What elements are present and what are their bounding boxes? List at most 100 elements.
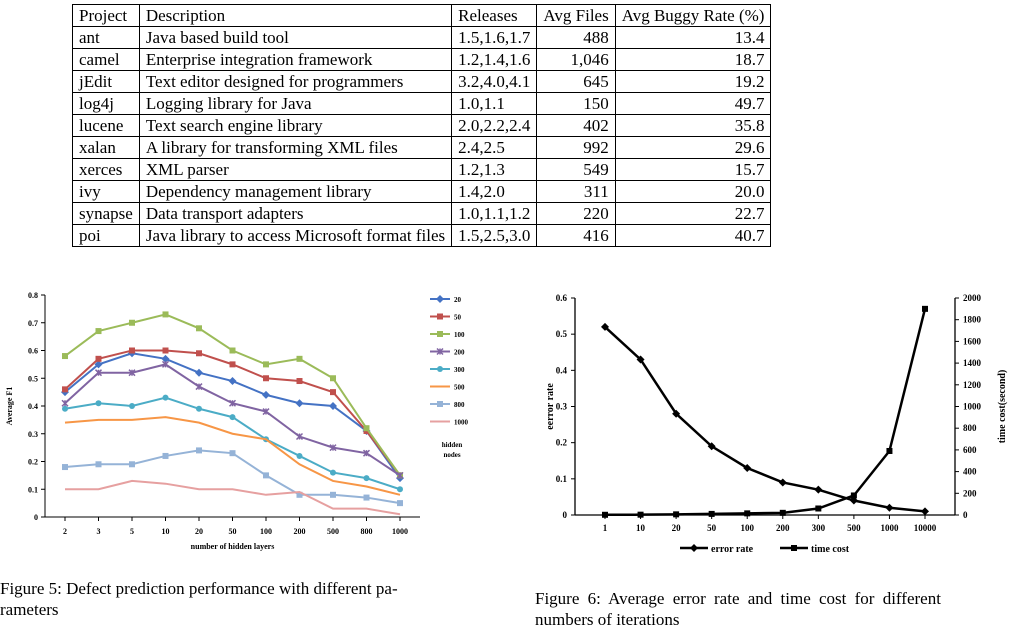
data-point <box>779 509 786 516</box>
cell-avg-files: 311 <box>536 180 616 203</box>
header-releases: Releases <box>451 4 538 27</box>
data-point <box>295 399 304 408</box>
cell-releases: 1.2,1.3 <box>451 158 538 181</box>
series-50 <box>62 347 403 479</box>
y2-tick-label: 1000 <box>963 402 982 412</box>
data-point <box>778 478 787 487</box>
cell-avg-files: 402 <box>536 114 616 137</box>
data-point <box>330 375 336 382</box>
x-tick-label: 1000 <box>392 527 408 536</box>
cell-description: Text search engine library <box>138 114 453 137</box>
y-tick-label: 0.5 <box>28 374 38 383</box>
data-point <box>329 444 337 452</box>
y-tick-label: 0.8 <box>28 291 38 300</box>
data-point <box>95 328 102 335</box>
data-point <box>363 475 370 482</box>
series-line-1000 <box>65 479 401 516</box>
data-point <box>636 355 645 364</box>
cell-releases: 3.2,4.0,4.1 <box>451 70 538 93</box>
series-error-rate <box>601 322 929 516</box>
y2-tick-label: 1600 <box>963 336 982 346</box>
x-tick-label: 50 <box>707 523 717 533</box>
data-point <box>62 405 68 412</box>
legend-marker <box>690 544 698 552</box>
x-tick-label: 1 <box>603 523 608 533</box>
legend-marker <box>436 347 444 356</box>
series-line-time-cost <box>604 308 927 517</box>
data-point <box>602 511 608 518</box>
series-line-50 <box>64 349 401 476</box>
data-point <box>397 486 403 493</box>
cell-releases: 2.4,2.5 <box>451 136 538 159</box>
data-point <box>95 400 102 407</box>
cell-description: XML parser <box>138 158 453 181</box>
y-tick-label: 0.3 <box>556 402 568 412</box>
figure-6-caption-line-1: Figure 6: Average error rate and time co… <box>535 589 941 608</box>
figure-6-chart: 00.10.20.30.40.50.6020040060080010001200… <box>545 293 1008 555</box>
data-point <box>128 369 136 377</box>
data-point <box>296 378 303 385</box>
data-point <box>196 350 202 357</box>
data-point <box>62 386 68 393</box>
y-tick-label: 0.4 <box>556 365 568 375</box>
cell-description: Java based build tool <box>138 26 453 49</box>
y-tick-label: 0.6 <box>556 293 568 303</box>
cell-avg-files: 1,046 <box>536 48 616 71</box>
x-tick-label: 20 <box>672 523 682 533</box>
y-axis-label: Average F1 <box>5 387 14 426</box>
x-tick-label: 800 <box>361 527 373 536</box>
data-point <box>228 377 237 386</box>
legend-title: hidden nodes <box>442 441 463 459</box>
series-line-500 <box>64 416 401 496</box>
header-avg-files: Avg Files <box>536 4 616 27</box>
y2-tick-label: 2000 <box>963 293 982 303</box>
cell-avg-buggy-rate: 15.7 <box>614 158 772 181</box>
data-point <box>397 500 403 507</box>
x-tick-label: 500 <box>847 523 861 533</box>
data-point <box>229 361 236 368</box>
y-tick-label: 0 <box>34 513 38 522</box>
data-point <box>61 399 69 407</box>
cell-avg-files: 549 <box>536 158 616 181</box>
series-800 <box>62 447 403 507</box>
data-point <box>849 496 858 505</box>
cell-releases: 1.4,2.0 <box>451 180 538 203</box>
x-axis-label: number of hidden layers <box>191 542 275 551</box>
x-tick-label: 200 <box>294 527 306 536</box>
data-point <box>885 503 894 512</box>
data-point <box>922 305 928 312</box>
data-point <box>921 507 929 516</box>
figure-6-caption-line-2: numbers of iterations <box>535 610 680 629</box>
table-row: camel Enterprise integration framework 1.2… <box>72 48 772 71</box>
cell-avg-buggy-rate: 20.0 <box>614 180 772 203</box>
cell-description: Logging library for Java <box>138 92 453 115</box>
table-header-row: Project Description Releases Avg Files A… <box>72 4 772 27</box>
cell-project: poi <box>72 224 140 247</box>
data-point <box>95 355 102 362</box>
table-row: poi Java library to access Microsoft form… <box>72 224 772 247</box>
legend-marker <box>437 401 443 407</box>
data-point <box>161 354 170 363</box>
data-point <box>330 491 336 498</box>
header-avg-buggy-rate: Avg Buggy Rate (%) <box>614 4 772 27</box>
legend-marker <box>436 295 444 303</box>
cell-project: xalan <box>72 136 140 159</box>
data-point <box>330 389 336 396</box>
legend-label: 20 <box>454 296 462 304</box>
x-tick-label: 3 <box>97 527 101 536</box>
y-tick-label: 0.1 <box>556 474 568 484</box>
legend-marker <box>791 545 797 551</box>
data-point <box>362 449 371 457</box>
table-row: xerces XML parser 1.2,1.3 549 15.7 <box>72 158 772 181</box>
y2-tick-label: 1800 <box>963 315 982 325</box>
data-point <box>743 463 752 472</box>
legend-label: 50 <box>454 314 462 322</box>
data-point <box>162 311 169 318</box>
data-point <box>329 402 337 410</box>
cell-avg-buggy-rate: 29.6 <box>614 136 772 159</box>
cell-avg-buggy-rate: 19.2 <box>614 70 772 93</box>
table-row: log4j Logging library for Java 1.0,1.1 150 4… <box>72 92 772 115</box>
data-point <box>707 442 716 451</box>
y-tick-label: 0.4 <box>28 402 38 411</box>
y2-tick-label: 1200 <box>963 380 982 390</box>
